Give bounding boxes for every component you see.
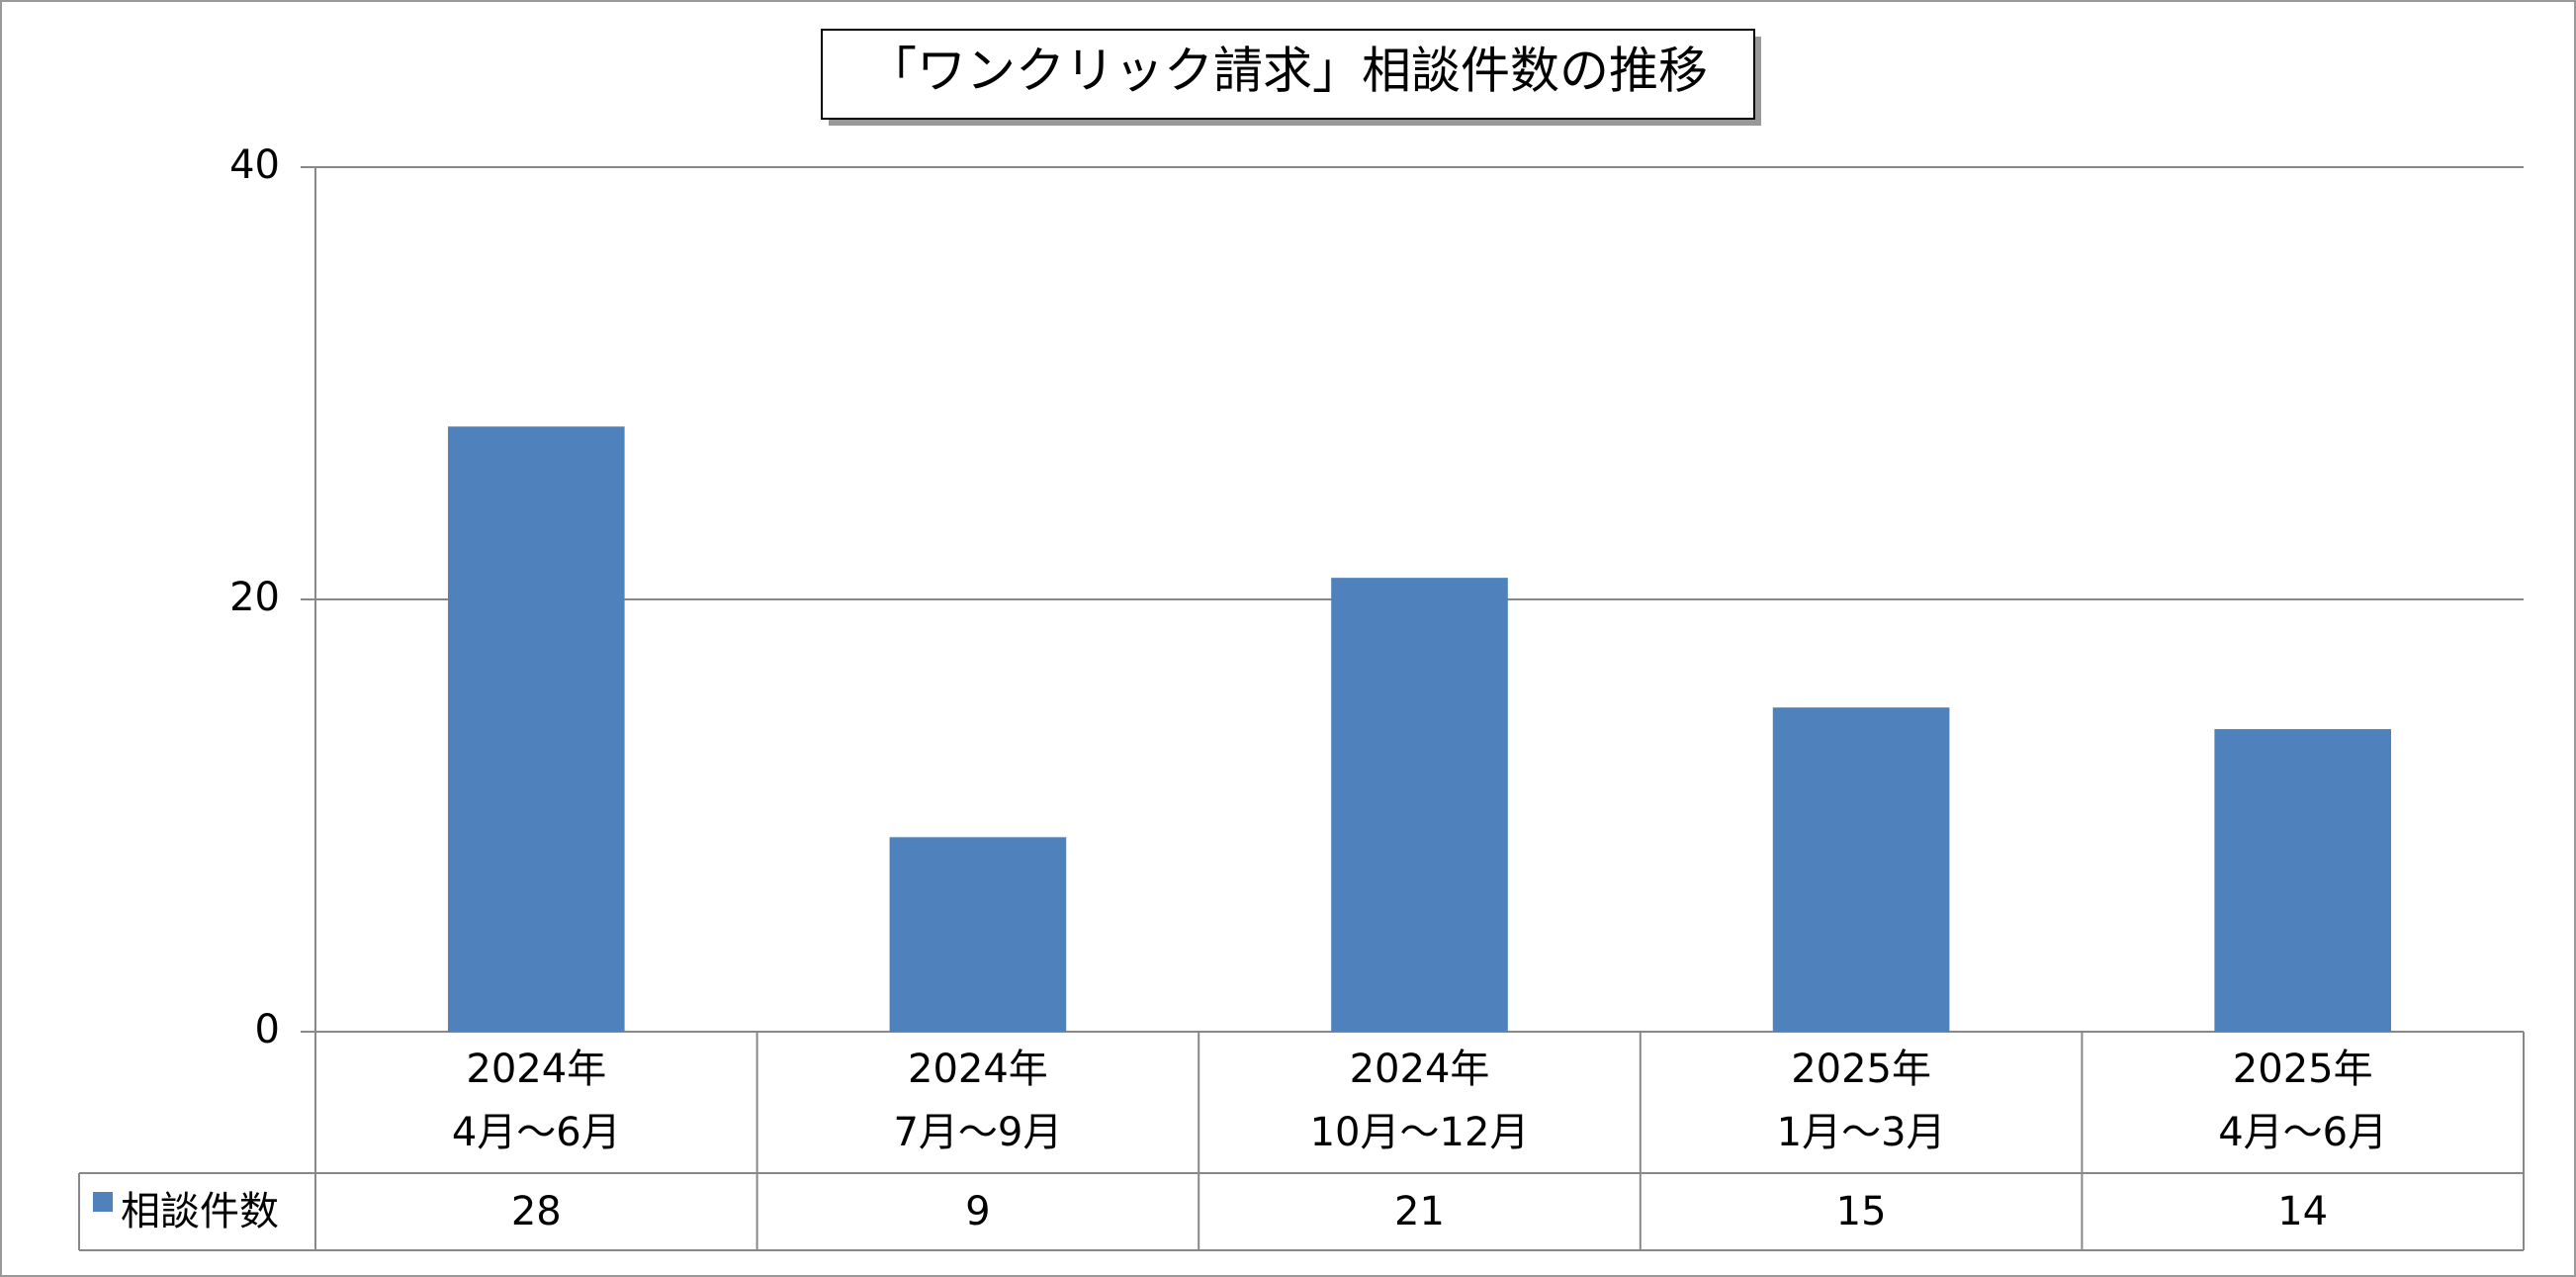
bar [1772, 707, 1950, 1032]
title-box [821, 29, 1755, 120]
table-value: 9 [965, 1189, 990, 1234]
x-tick-label: 2024年 4月～6月 [452, 1047, 621, 1155]
x-tick-label: 2025年 1月～3月 [1777, 1047, 1946, 1155]
bar [889, 837, 1067, 1032]
legend-label: 相談件数 [121, 1189, 279, 1234]
x-tick-label: 2024年 7月～9月 [893, 1047, 1062, 1155]
x-tick-label: 2025年 4月～6月 [2218, 1047, 2387, 1155]
y-tick-label: 20 [229, 575, 280, 620]
table-value: 15 [1836, 1189, 1887, 1234]
y-tick-label: 0 [255, 1007, 280, 1052]
y-tick-label: 40 [229, 142, 280, 188]
bar [1331, 578, 1508, 1032]
legend-swatch [93, 1192, 113, 1212]
table-value: 28 [511, 1189, 562, 1234]
bar [2214, 729, 2392, 1032]
bar [447, 426, 625, 1032]
table-value: 21 [1394, 1189, 1445, 1234]
chart-title: 「ワンクリック請求」相談件数の推移 [867, 43, 1708, 100]
table-value: 14 [2277, 1189, 2328, 1234]
x-tick-label: 2024年 10月～12月 [1310, 1047, 1530, 1155]
